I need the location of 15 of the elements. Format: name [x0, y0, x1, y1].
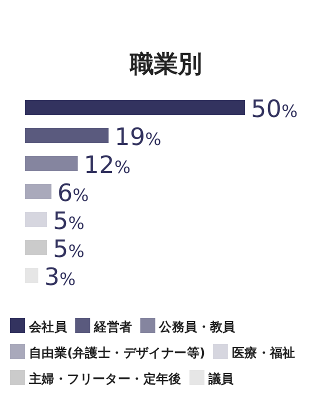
- data-label: 5%: [53, 235, 84, 263]
- data-label: 19%: [114, 123, 162, 151]
- legend-label: 議員: [207, 371, 236, 386]
- data-label: 12%: [84, 151, 131, 179]
- legend-label: 会社員: [28, 319, 68, 334]
- legend-label: 公務員・教員: [158, 319, 237, 334]
- legend-label: 経営者: [93, 319, 133, 334]
- chart-title: 職業別: [129, 50, 202, 78]
- data-label: 6%: [57, 179, 89, 207]
- legend-label: 主婦・フリーター・定年後: [28, 371, 182, 386]
- data-label: 3%: [44, 263, 76, 291]
- legend-label: 自由業(弁護士・デザイナー等): [29, 345, 205, 360]
- data-label: 50%: [251, 95, 298, 123]
- legend-label: 医療・福祉: [232, 345, 296, 360]
- data-label: 5%: [53, 207, 84, 235]
